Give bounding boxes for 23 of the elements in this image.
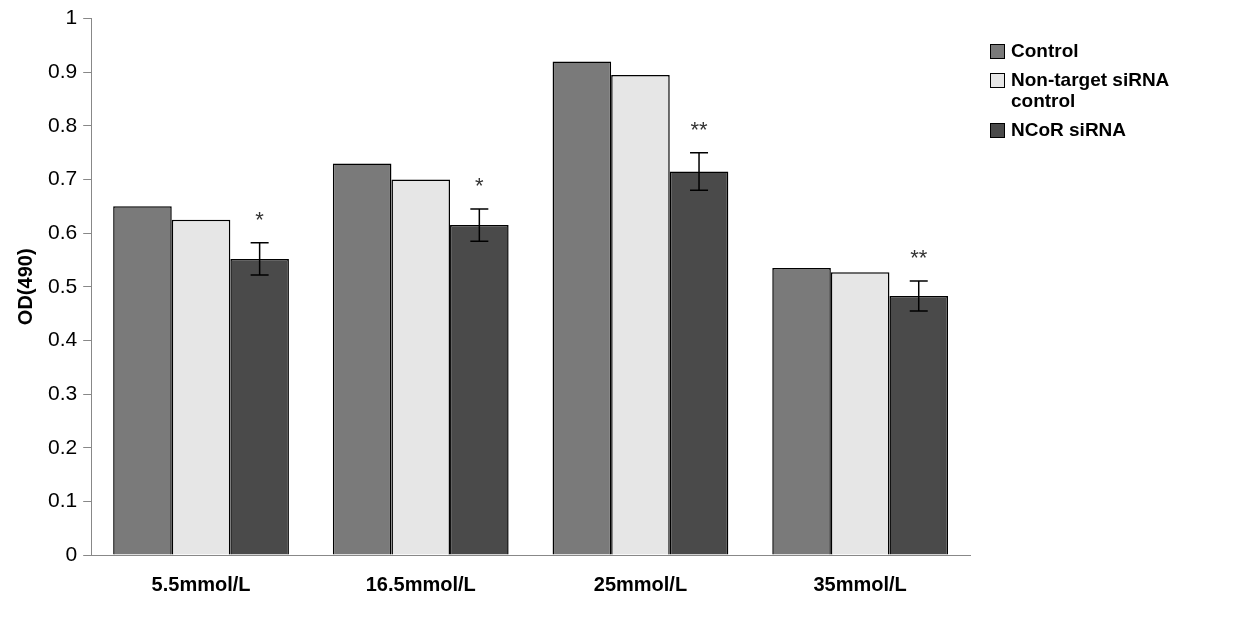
y-tick-label: 0.3 bbox=[47, 380, 78, 404]
x-tick-label: 5.5mmol/L bbox=[151, 572, 251, 595]
x-tick-label: 35mmol/L bbox=[813, 572, 907, 595]
x-tick-label: 25mmol/L bbox=[593, 572, 688, 595]
y-tick-label: 0.1 bbox=[47, 488, 78, 512]
y-tick-label: 0 bbox=[65, 541, 78, 565]
legend-label: Non-target siRNA control bbox=[1011, 69, 1170, 111]
y-tick-label: 0.7 bbox=[47, 166, 78, 190]
y-tick-label: 0.2 bbox=[47, 434, 78, 458]
annotation: * bbox=[475, 173, 485, 199]
x-tick-label: 16.5mmol/L bbox=[365, 572, 476, 595]
y-axis-title: OD(490) bbox=[13, 248, 36, 326]
annotation: ** bbox=[690, 116, 709, 142]
y-tick-label: 0.5 bbox=[47, 273, 78, 297]
y-tick-label: 0.4 bbox=[47, 327, 78, 351]
y-tick-label: 0.9 bbox=[47, 59, 78, 83]
y-tick-label: 0.6 bbox=[47, 219, 78, 243]
y-tick-label: 0.8 bbox=[47, 112, 78, 136]
y-tick-label: 1 bbox=[65, 5, 78, 29]
annotation: ** bbox=[910, 244, 928, 270]
annotation: * bbox=[255, 206, 265, 232]
legend-label: Control bbox=[1011, 40, 1079, 61]
legend-label: NCoR siRNA bbox=[1011, 119, 1127, 140]
